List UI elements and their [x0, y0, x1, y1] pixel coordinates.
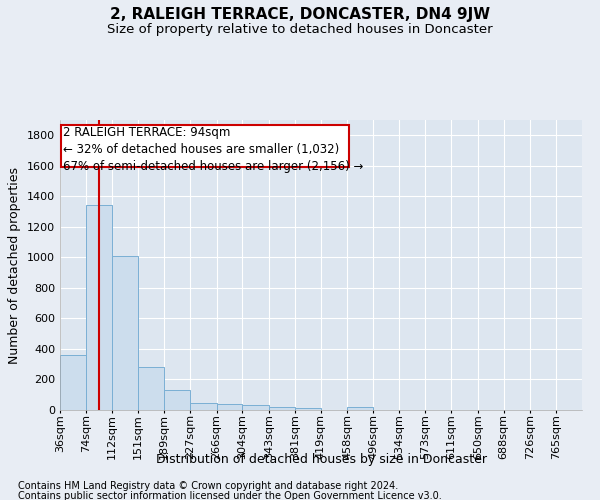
Text: Distribution of detached houses by size in Doncaster: Distribution of detached houses by size …	[155, 452, 487, 466]
Bar	[60, 355, 86, 410]
Bar	[217, 404, 242, 410]
Text: Contains HM Land Registry data © Crown copyright and database right 2024.: Contains HM Land Registry data © Crown c…	[18, 481, 398, 491]
Text: 2 RALEIGH TERRACE: 94sqm
← 32% of detached houses are smaller (1,032)
67% of sem: 2 RALEIGH TERRACE: 94sqm ← 32% of detach…	[64, 126, 364, 173]
Bar	[242, 406, 269, 410]
Text: Contains public sector information licensed under the Open Government Licence v3: Contains public sector information licen…	[18, 491, 442, 500]
Bar	[86, 206, 112, 410]
FancyBboxPatch shape	[61, 124, 349, 168]
Bar	[269, 407, 295, 410]
Bar	[347, 407, 373, 410]
Text: Size of property relative to detached houses in Doncaster: Size of property relative to detached ho…	[107, 22, 493, 36]
Bar	[295, 408, 320, 410]
Y-axis label: Number of detached properties: Number of detached properties	[8, 166, 22, 364]
Bar	[138, 366, 164, 410]
Bar	[112, 256, 138, 410]
Text: 2, RALEIGH TERRACE, DONCASTER, DN4 9JW: 2, RALEIGH TERRACE, DONCASTER, DN4 9JW	[110, 8, 490, 22]
Bar	[164, 390, 190, 410]
Bar	[190, 403, 217, 410]
